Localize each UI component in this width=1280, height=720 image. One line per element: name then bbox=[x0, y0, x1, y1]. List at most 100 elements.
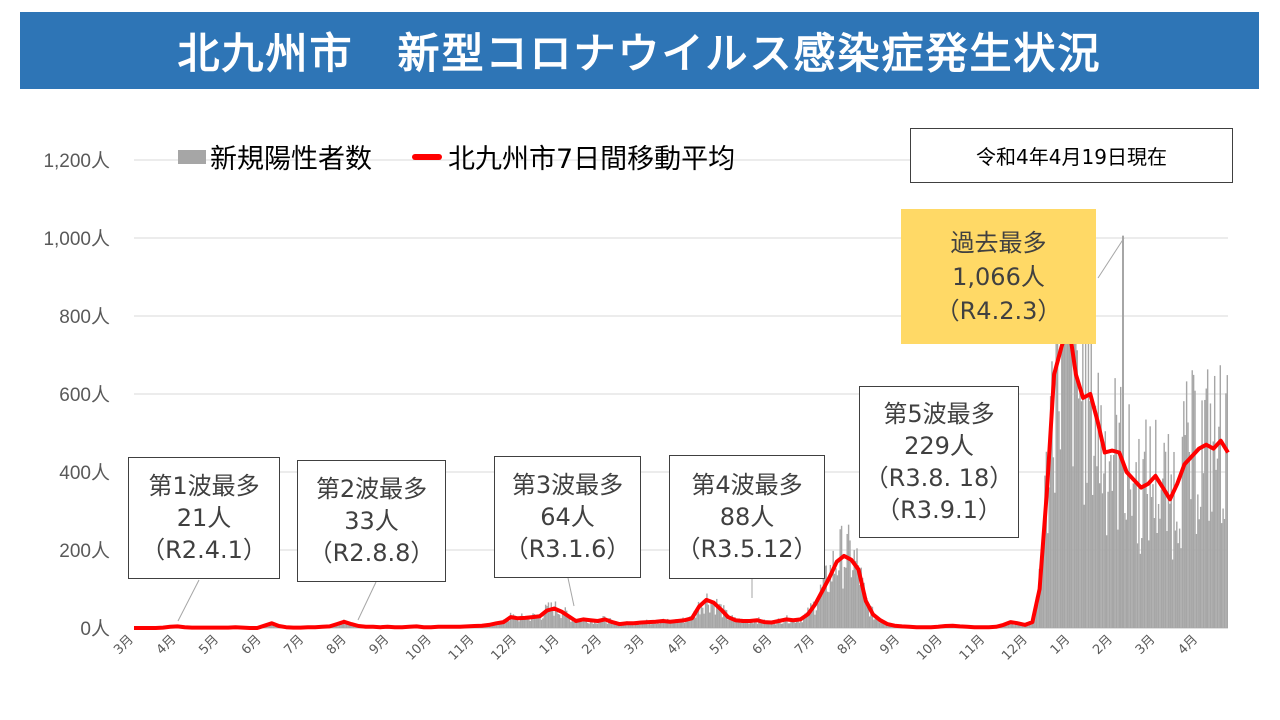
callout-wave3: 第3波最多 64人 （R3.1.6） bbox=[494, 456, 641, 578]
daily-bar bbox=[629, 624, 631, 628]
daily-bar bbox=[737, 621, 739, 628]
daily-bar bbox=[606, 623, 609, 628]
daily-bar bbox=[860, 567, 862, 628]
daily-bar bbox=[864, 593, 867, 628]
daily-bar bbox=[509, 612, 512, 628]
daily-bar bbox=[1104, 431, 1106, 628]
daily-bar bbox=[744, 620, 746, 628]
daily-bar bbox=[856, 548, 858, 628]
callout-wave4-title: 第4波最多 bbox=[691, 471, 803, 499]
daily-bar bbox=[1048, 487, 1050, 628]
daily-bar bbox=[1052, 457, 1055, 628]
callout-wave3-date: （R3.1.6） bbox=[504, 535, 631, 563]
daily-bar bbox=[826, 591, 829, 628]
x-tick-label: 1月 bbox=[1048, 632, 1074, 658]
daily-bar bbox=[1073, 257, 1076, 628]
daily-bar bbox=[1226, 375, 1228, 628]
daily-bar bbox=[1101, 493, 1104, 628]
daily-bar bbox=[542, 618, 544, 628]
daily-bar bbox=[791, 619, 794, 628]
daily-bar bbox=[1103, 473, 1105, 628]
daily-bar bbox=[596, 623, 599, 628]
daily-bar bbox=[693, 610, 696, 628]
daily-bar bbox=[1027, 625, 1029, 628]
daily-bar bbox=[1059, 449, 1062, 628]
daily-bar bbox=[508, 621, 510, 628]
daily-bar bbox=[644, 622, 646, 628]
daily-bar bbox=[515, 619, 517, 628]
daily-bar bbox=[1097, 372, 1099, 628]
daily-bar bbox=[1206, 369, 1209, 628]
x-tick-label: 11月 bbox=[446, 632, 477, 663]
daily-bar bbox=[847, 524, 850, 628]
daily-bar bbox=[1072, 466, 1074, 628]
daily-bar bbox=[1051, 361, 1053, 628]
daily-bar bbox=[682, 617, 684, 628]
daily-bar bbox=[1107, 491, 1109, 628]
daily-bar bbox=[1077, 398, 1080, 628]
callout-wave5: 第5波最多 229人 （R3.8. 18） （R3.9.1） bbox=[859, 386, 1019, 538]
x-tick-label: 3月 bbox=[622, 632, 648, 658]
x-tick-label: 1月 bbox=[537, 632, 563, 658]
daily-bar bbox=[1198, 519, 1200, 628]
daily-bar bbox=[730, 619, 732, 628]
daily-bar bbox=[725, 610, 728, 628]
daily-bar bbox=[1068, 308, 1070, 628]
daily-bar bbox=[724, 609, 726, 628]
callout-wave4: 第4波最多 88人 （R3.5.12） bbox=[669, 455, 825, 579]
daily-bar bbox=[735, 620, 738, 628]
daily-bar bbox=[634, 624, 637, 628]
daily-bar bbox=[658, 623, 660, 628]
callout-wave1-date: （R2.4.1） bbox=[141, 536, 267, 564]
daily-bar bbox=[1139, 553, 1142, 628]
daily-bar bbox=[585, 619, 588, 628]
daily-bar bbox=[1191, 370, 1193, 628]
daily-bar bbox=[505, 621, 508, 628]
daily-bar bbox=[772, 624, 774, 628]
moving-average-path bbox=[134, 321, 1230, 630]
daily-bar bbox=[1096, 466, 1098, 628]
daily-bar bbox=[1216, 458, 1219, 628]
daily-bar bbox=[574, 620, 576, 628]
daily-bar bbox=[793, 619, 795, 628]
daily-bar bbox=[338, 624, 341, 628]
daily-bar bbox=[494, 623, 496, 628]
daily-bar bbox=[870, 606, 872, 628]
daily-bar bbox=[1150, 497, 1153, 628]
x-tick-label: 7月 bbox=[792, 632, 818, 658]
daily-bar bbox=[1098, 483, 1101, 628]
daily-bar bbox=[570, 621, 572, 628]
daily-bar bbox=[1166, 531, 1168, 628]
daily-bar bbox=[1108, 461, 1111, 628]
daily-bar bbox=[824, 566, 826, 628]
as-of-date: 令和4年4月19日現在 bbox=[910, 128, 1233, 183]
daily-bar bbox=[525, 619, 527, 628]
daily-bar bbox=[495, 625, 498, 628]
daily-bar bbox=[825, 565, 827, 628]
daily-bar bbox=[1017, 624, 1020, 628]
daily-bar bbox=[875, 617, 878, 628]
x-tick-label: 4月 bbox=[665, 632, 691, 658]
daily-bar bbox=[605, 622, 607, 628]
daily-bar bbox=[831, 581, 833, 628]
daily-bar bbox=[563, 614, 565, 628]
y-tick-label: 200人 bbox=[59, 540, 110, 562]
daily-bar bbox=[1135, 462, 1137, 628]
x-tick-label: 2月 bbox=[1090, 632, 1116, 658]
legend-line-swatch bbox=[412, 153, 442, 160]
daily-bar bbox=[519, 615, 522, 628]
daily-bar bbox=[1093, 455, 1095, 628]
daily-bar bbox=[588, 623, 590, 628]
callout-peak: 過去最多 1,066人 （R4.2.3） bbox=[901, 209, 1096, 344]
daily-bar bbox=[551, 609, 554, 628]
daily-bar bbox=[1197, 494, 1199, 628]
daily-bar bbox=[1181, 436, 1184, 628]
daily-bar bbox=[340, 623, 342, 628]
daily-bar bbox=[1142, 459, 1144, 628]
daily-bar bbox=[507, 620, 509, 628]
daily-bar bbox=[1145, 419, 1147, 628]
daily-bar bbox=[497, 624, 499, 628]
daily-bar bbox=[676, 622, 679, 628]
daily-bar bbox=[560, 618, 562, 628]
daily-bar bbox=[1045, 451, 1048, 628]
